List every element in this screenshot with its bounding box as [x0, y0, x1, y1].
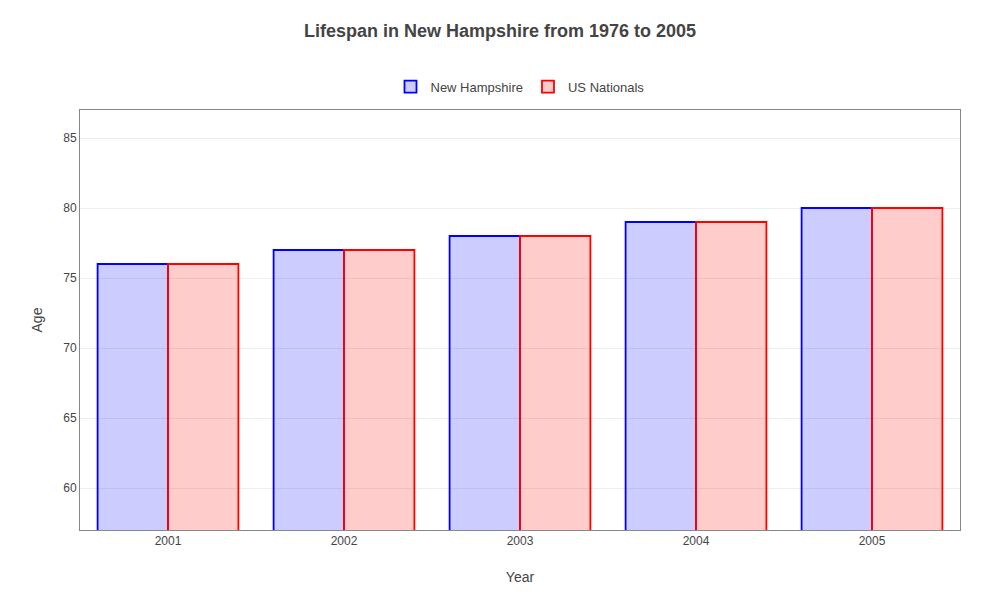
- svg-text:2004: 2004: [683, 534, 710, 548]
- svg-text:Lifespan in New Hampshire from: Lifespan in New Hampshire from 1976 to 2…: [304, 21, 696, 41]
- svg-text:60: 60: [63, 481, 77, 495]
- svg-text:80: 80: [63, 201, 77, 215]
- svg-text:US Nationals: US Nationals: [568, 80, 644, 95]
- svg-text:65: 65: [63, 411, 77, 425]
- svg-text:Year: Year: [506, 569, 535, 585]
- svg-text:New Hampshire: New Hampshire: [431, 80, 523, 95]
- svg-text:85: 85: [63, 131, 77, 145]
- svg-text:75: 75: [63, 271, 77, 285]
- svg-text:2001: 2001: [155, 534, 182, 548]
- svg-text:Age: Age: [29, 307, 45, 332]
- svg-text:2002: 2002: [331, 534, 358, 548]
- svg-text:70: 70: [63, 341, 77, 355]
- svg-text:2003: 2003: [507, 534, 534, 548]
- svg-text:2005: 2005: [859, 534, 886, 548]
